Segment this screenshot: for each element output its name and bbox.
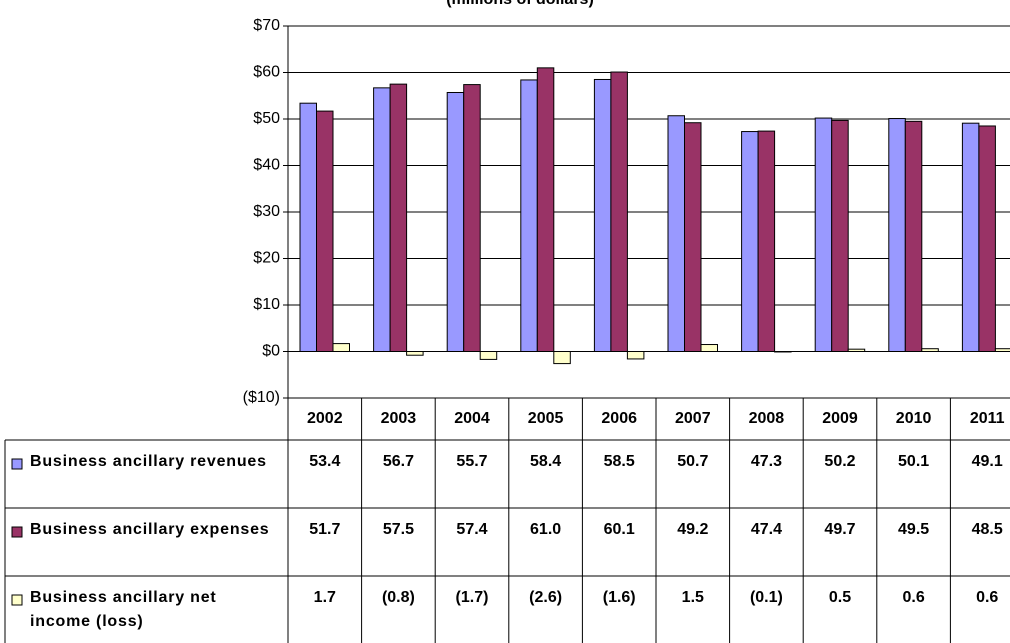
table-value: 57.5 xyxy=(383,521,414,538)
bar xyxy=(299,102,317,352)
y-tick-label: $60 xyxy=(253,64,280,81)
bar xyxy=(684,122,702,352)
table-value: 51.7 xyxy=(309,521,340,538)
table-value: 53.4 xyxy=(309,453,340,470)
y-tick-label: $30 xyxy=(253,203,280,220)
table-value: 49.1 xyxy=(972,453,1003,470)
legend-key xyxy=(11,594,23,606)
x-tick-label: 2004 xyxy=(454,410,490,427)
table-value: 47.4 xyxy=(751,521,782,538)
y-tick-label: $10 xyxy=(253,296,280,313)
bar xyxy=(757,130,776,352)
y-tick-label: $20 xyxy=(253,250,280,267)
bar xyxy=(961,122,980,352)
bar xyxy=(332,343,350,353)
x-tick-label: 2011 xyxy=(970,410,1005,427)
bar xyxy=(994,348,1010,352)
bar xyxy=(463,84,481,352)
table-value: 58.4 xyxy=(530,453,561,470)
table-value: 49.5 xyxy=(898,521,929,538)
table-value: 50.7 xyxy=(677,453,708,470)
y-tick-label: $50 xyxy=(253,110,280,127)
table-value: 61.0 xyxy=(530,521,561,538)
table-value: 48.5 xyxy=(972,521,1003,538)
bar xyxy=(520,79,538,352)
y-tick-label: $0 xyxy=(262,343,280,360)
table-value: 57.4 xyxy=(456,521,487,538)
table-value: 49.7 xyxy=(824,521,855,538)
bar xyxy=(389,83,408,352)
table-value: (1.7) xyxy=(456,589,489,606)
x-tick-label: 2009 xyxy=(822,410,858,427)
table-value: 1.7 xyxy=(314,589,336,606)
bar xyxy=(373,87,391,352)
bar xyxy=(700,344,718,352)
legend-key xyxy=(11,458,23,470)
bar xyxy=(626,351,645,360)
legend-entry: Business ancillary expenses xyxy=(30,521,270,538)
x-tick-label: 2002 xyxy=(307,410,343,427)
bar xyxy=(553,351,571,365)
x-tick-label: 2010 xyxy=(896,410,932,427)
bar xyxy=(814,117,833,352)
bar xyxy=(667,115,685,353)
y-tick-label: ($10) xyxy=(243,389,280,406)
bar xyxy=(741,131,759,352)
table-value: 58.5 xyxy=(604,453,635,470)
bar xyxy=(536,67,555,352)
legend-entry: Business ancillary revenues xyxy=(30,453,267,470)
table-value: 56.7 xyxy=(383,453,414,470)
x-tick-label: 2007 xyxy=(675,410,711,427)
bar xyxy=(406,351,424,356)
bar xyxy=(904,120,923,352)
table-value: (0.8) xyxy=(382,589,415,606)
bar xyxy=(446,91,465,353)
table-value: 0.6 xyxy=(976,589,998,606)
bar xyxy=(888,118,906,352)
table-value: 0.6 xyxy=(902,589,924,606)
table-value: 50.1 xyxy=(898,453,929,470)
bar xyxy=(978,125,996,352)
table-value: (0.1) xyxy=(750,589,783,606)
bar xyxy=(479,351,498,360)
x-tick-label: 2008 xyxy=(749,410,785,427)
x-tick-label: 2003 xyxy=(381,410,417,427)
table-value: 49.2 xyxy=(677,521,708,538)
table-value: (1.6) xyxy=(603,589,636,606)
x-tick-label: 2005 xyxy=(528,410,564,427)
bar xyxy=(593,78,612,352)
table-value: 47.3 xyxy=(751,453,782,470)
bar xyxy=(610,71,628,352)
table-value: 50.2 xyxy=(824,453,855,470)
y-tick-label: $70 xyxy=(253,17,280,34)
bar xyxy=(316,110,334,352)
table-value: (2.6) xyxy=(529,589,562,606)
table-value: 55.7 xyxy=(456,453,487,470)
legend-key xyxy=(11,526,23,538)
chart-title: (millions of dollars) xyxy=(446,0,594,8)
bar xyxy=(847,348,866,352)
bar xyxy=(831,119,849,352)
legend-entry: Business ancillary net income (loss) xyxy=(30,589,217,630)
bar xyxy=(921,348,939,352)
table-value: 60.1 xyxy=(604,521,635,538)
table-value: 0.5 xyxy=(829,589,851,606)
y-tick-label: $40 xyxy=(253,157,280,174)
x-tick-label: 2006 xyxy=(601,410,637,427)
table-value: 1.5 xyxy=(682,589,704,606)
